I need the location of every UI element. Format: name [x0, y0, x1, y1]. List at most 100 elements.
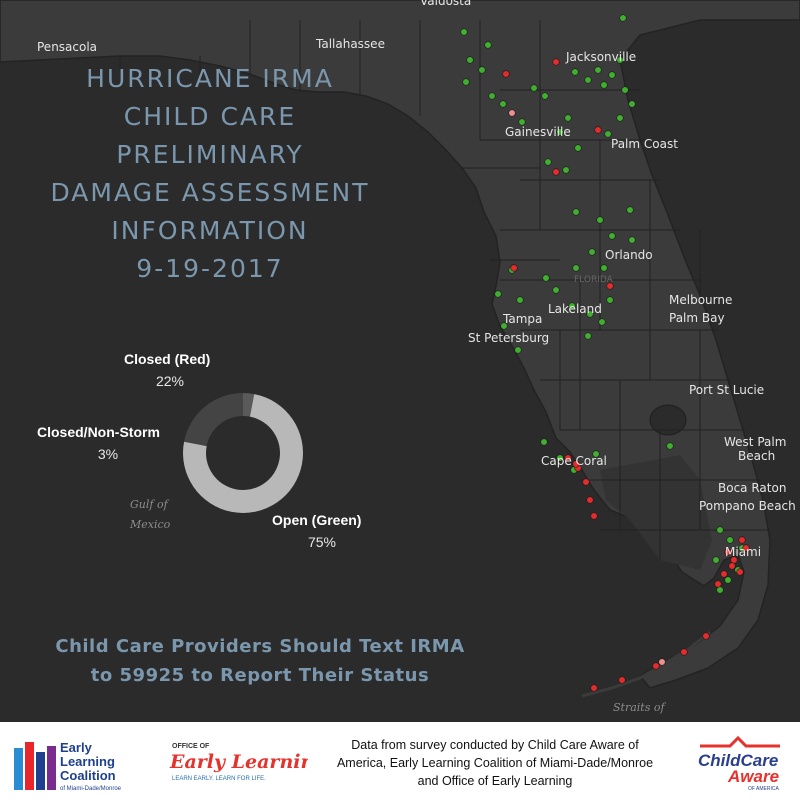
provider-dot-open — [572, 264, 580, 272]
ccaa-logo-text: ChildCare — [698, 751, 778, 770]
provider-dot-open — [516, 296, 524, 304]
elc-logo-text: Early — [60, 740, 93, 755]
provider-dot-open — [562, 166, 570, 174]
provider-dot-closed-non-storm — [508, 109, 516, 117]
provider-dot-open — [484, 41, 492, 49]
office-of-early-learning-logo: OFFICE OF Early Learning LEARN EARLY. LE… — [169, 743, 308, 782]
provider-dot-open — [606, 296, 614, 304]
city-label: Port St Lucie — [689, 383, 764, 397]
provider-dot-closed — [606, 282, 614, 290]
provider-dot-open — [586, 310, 594, 318]
provider-dot-open — [460, 28, 468, 36]
provider-dot-closed — [552, 168, 560, 176]
provider-dot-closed — [728, 562, 736, 570]
provider-dot-open — [478, 66, 486, 74]
water-label-gulf: Gulf of — [130, 498, 170, 511]
legend-value-closed-non-storm: 3% — [97, 446, 119, 462]
provider-dot-open — [499, 100, 507, 108]
provider-dot-closed — [510, 264, 518, 272]
provider-dot-open — [604, 130, 612, 138]
checkmark-icon — [700, 735, 780, 748]
provider-dot-open — [552, 286, 560, 294]
provider-dot-closed-non-storm — [658, 658, 666, 666]
city-label: Lakeland — [548, 302, 602, 316]
legend-label-open: Open (Green) — [272, 512, 362, 528]
oel-logo-text: LEARN EARLY. LEARN FOR LIFE. — [172, 776, 266, 782]
legend-label-closed-non-storm: Closed/Non-Storm — [37, 424, 160, 440]
florida-map: Valdosta Pensacola Tallahassee Jacksonvi… — [0, 0, 800, 714]
title-line: CHILD CARE — [123, 102, 297, 131]
provider-dot-open — [600, 81, 608, 89]
provider-dot-closed — [680, 648, 688, 656]
provider-dot-open — [564, 114, 572, 122]
provider-dot-open — [616, 56, 624, 64]
city-label: Jacksonville — [565, 50, 636, 64]
provider-dot-open — [466, 56, 474, 64]
provider-dot-open — [726, 536, 734, 544]
credit-line: and Office of Early Learning — [417, 774, 573, 788]
provider-dot-open — [619, 14, 627, 22]
city-label: Palm Coast — [611, 137, 678, 151]
provider-dot-open — [572, 208, 580, 216]
donut-slice-closed-non-storm — [243, 393, 255, 417]
provider-dot-open — [592, 450, 600, 458]
book-icon — [14, 748, 23, 790]
provider-dot-closed — [564, 454, 572, 462]
provider-dots — [460, 14, 750, 692]
title-line: INFORMATION — [111, 216, 309, 245]
provider-dot-open — [584, 332, 592, 340]
provider-dot-open — [628, 236, 636, 244]
provider-dot-open — [608, 232, 616, 240]
status-donut-chart — [183, 393, 303, 513]
provider-dot-closed — [702, 632, 710, 640]
provider-dot-open — [608, 71, 616, 79]
provider-dot-open — [540, 438, 548, 446]
book-icon — [25, 742, 34, 790]
provider-dot-open — [621, 86, 629, 94]
provider-dot-closed — [720, 570, 728, 578]
provider-dot-open — [716, 526, 724, 534]
provider-dot-open — [584, 76, 592, 84]
provider-dot-open — [568, 302, 576, 310]
provider-dot-closed — [736, 568, 744, 576]
provider-dot-closed — [590, 684, 598, 692]
provider-dot-closed — [618, 676, 626, 684]
provider-dot-open — [542, 274, 550, 282]
cta-line: Child Care Providers Should Text IRMA — [55, 636, 465, 657]
oel-logo-text: OFFICE OF — [172, 743, 210, 750]
county-lines — [119, 20, 770, 560]
cta-line: to 59925 to Report Their Status — [90, 665, 430, 686]
legend-value-closed: 22% — [155, 373, 185, 389]
oel-logo-text: Early Learning — [169, 751, 308, 773]
water-label-straits: Straits of — [613, 701, 666, 714]
provider-dot-open — [488, 92, 496, 100]
city-labels: Valdosta Pensacola Tallahassee Jacksonvi… — [37, 0, 796, 559]
map-everglades — [600, 455, 712, 570]
elc-logo-text: Learning — [60, 754, 115, 769]
city-label: Miami — [725, 545, 761, 559]
provider-dot-closed — [714, 580, 722, 588]
city-label: Valdosta — [420, 0, 471, 8]
book-icon — [47, 746, 56, 790]
provider-dot-open — [616, 114, 624, 122]
provider-dot-closed — [594, 126, 602, 134]
ccaa-logo-text: OF AMERICA — [748, 786, 780, 792]
provider-dot-open — [626, 206, 634, 214]
infographic-title: HURRICANE IRMA CHILD CARE PRELIMINARY DA… — [20, 60, 400, 288]
city-label: Boca Raton — [718, 481, 786, 495]
title-line: PRELIMINARY — [116, 140, 304, 169]
title-line: 9-19-2017 — [136, 254, 284, 283]
provider-dot-open — [541, 92, 549, 100]
title-line: HURRICANE IRMA — [86, 64, 334, 93]
water-label-gulf: Mexico — [129, 518, 171, 531]
provider-dot-closed — [502, 70, 510, 78]
ccaa-logo-text: Aware — [727, 767, 779, 786]
city-label: FLORIDA — [574, 275, 614, 285]
city-label: Beach — [738, 449, 775, 463]
title-line: DAMAGE ASSESSMENT — [50, 178, 370, 207]
footer: Early Learning Coalition of Miami-Dade/M… — [0, 722, 800, 800]
provider-dot-closed — [742, 544, 750, 552]
child-care-aware-logo: ChildCare Aware OF AMERICA — [698, 735, 780, 792]
city-label: Gainesville — [505, 125, 571, 139]
